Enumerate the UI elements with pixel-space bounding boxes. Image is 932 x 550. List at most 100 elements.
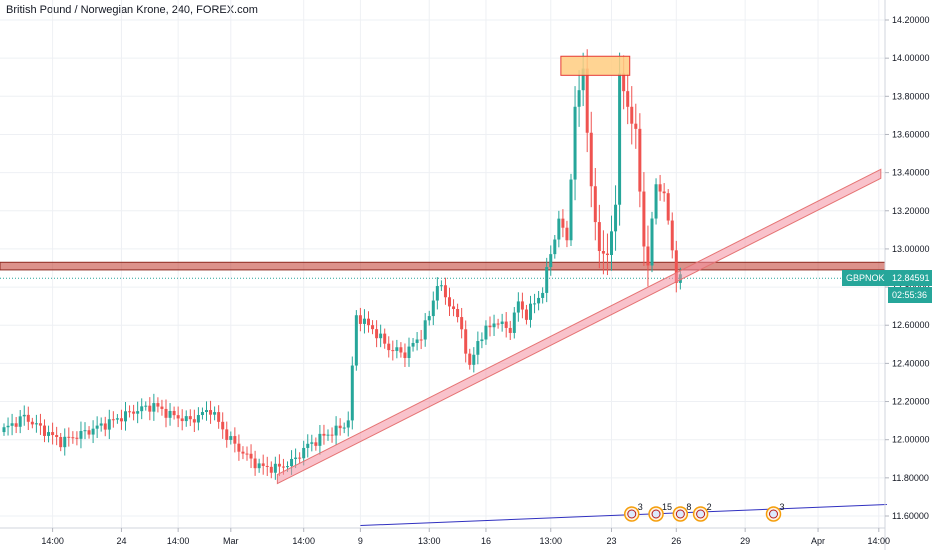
candle-body [180,418,184,422]
candle-body [670,220,674,251]
y-tick-label: 13.60000 [892,129,930,139]
candle-body [597,222,601,252]
x-tick-label: 14:00 [292,536,315,546]
candle-body [371,325,375,330]
candle-body [500,321,504,324]
candle-body [71,437,75,439]
candle-body [524,309,528,320]
candle-body [662,191,666,194]
candle-body [443,285,447,298]
candle-body [415,339,419,343]
candle-body [379,333,383,339]
candle-body [553,239,557,255]
candle-body [22,414,26,417]
candle-body [577,90,581,107]
candle-body [273,463,277,473]
x-tick-label: 14:00 [868,536,891,546]
candle-body [561,218,565,228]
candle-body [650,218,654,266]
candle-body [75,437,79,439]
x-tick-label: Mar [223,536,239,546]
candle-body [541,292,545,298]
candle-body [144,405,148,407]
event-count: 3 [780,502,785,512]
x-tick-label: 24 [116,536,126,546]
countdown-tag: 02:55:36 [888,287,932,303]
candle-body [119,418,123,422]
candle-body [565,227,569,241]
candle-body [168,410,172,418]
candle-body [419,339,423,341]
trend-channel [276,168,882,485]
candle-body [205,410,208,413]
candle-body [38,423,42,426]
candle-body [346,420,350,428]
candle-body [464,329,468,354]
candle-body [269,466,273,473]
candle-body [658,184,662,192]
candle-body [265,465,269,467]
candle-body [209,410,213,415]
candle-body [322,433,326,436]
candle-body [95,425,99,429]
candle-body [537,297,541,304]
candle-body [622,73,626,92]
candle-body [245,453,249,455]
countdown-label: 02:55:36 [892,290,928,300]
candle-body [34,423,38,425]
grid [0,0,885,528]
candle-body [18,416,22,427]
candle-body [298,457,302,459]
candle-body [573,106,577,180]
candle-body [152,403,156,412]
candle-body [160,406,164,409]
chart-title: British Pound / Norwegian Krone, 240, FO… [6,4,258,16]
candle-body [30,421,34,425]
candle-body [132,411,136,414]
candle-body [326,434,330,436]
event-flag-icon [769,509,778,519]
candle-body [2,427,6,433]
candle-body [585,68,589,133]
y-tick-label: 12.00000 [892,435,930,445]
candle-body [314,442,318,446]
candle-body [318,433,322,446]
candle-body [383,333,387,344]
x-tick-label: 26 [671,536,681,546]
candle-body [630,106,634,124]
candle-body [261,463,265,466]
candle-body [452,306,456,310]
candle-body [306,443,310,448]
candle-body [569,179,573,241]
candle-body [391,350,395,352]
candle-body [59,437,63,448]
event-count: 2 [707,502,712,512]
candle-body [545,267,549,293]
candle-body [140,406,144,412]
x-tick-label: 9 [358,536,363,546]
candle-body [107,419,111,430]
candle-body [646,246,650,266]
candle-body [492,323,496,328]
resistance-zone [0,261,886,271]
candle-body [83,430,87,432]
candle-body [184,416,188,422]
candle-body [533,303,537,305]
candle-body [407,346,411,358]
candle-body [277,463,281,467]
candle-body [213,412,217,415]
candle-body [233,436,237,444]
candle-body [302,447,306,459]
y-tick-label: 12.40000 [892,358,930,368]
candle-body [460,317,464,330]
y-tick-label: 13.20000 [892,206,930,216]
candle-body [14,423,18,427]
candle-body [427,316,431,321]
candle-body [26,414,30,422]
candle-body [480,339,484,342]
candle-body [6,425,10,428]
candle-body [484,325,488,340]
y-tick-label: 14.20000 [892,15,930,25]
candle-body [350,365,354,421]
